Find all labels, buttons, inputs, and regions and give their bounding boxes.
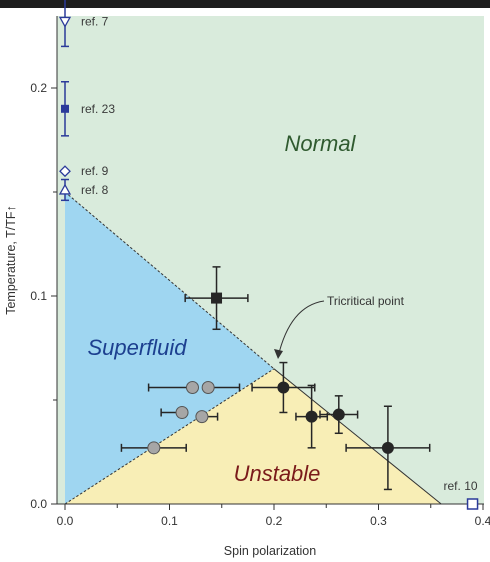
- regions-layer: [57, 16, 484, 504]
- region-label-superfluid: Superfluid: [87, 335, 187, 360]
- ref-label: ref. 23: [81, 102, 115, 116]
- region-label-unstable: Unstable: [234, 461, 321, 486]
- tricritical-arrow-line: [277, 300, 325, 358]
- region-label-normal: Normal: [285, 131, 357, 156]
- gray-data-point: [201, 381, 215, 395]
- superfluid-normal-boundary: [64, 191, 275, 370]
- x-tick-label: 0.0: [57, 514, 74, 528]
- black-square-point: [211, 292, 223, 304]
- gray-data-point: [175, 405, 189, 419]
- y-tick-label: 0.1: [30, 289, 47, 303]
- y-tick-label: 0.0: [30, 497, 47, 511]
- x-tick-label: 0.3: [370, 514, 387, 528]
- ref-label: ref. 7: [81, 14, 109, 28]
- black-data-point: [381, 441, 394, 454]
- ref-label: ref. 9: [81, 164, 109, 178]
- x-tick-label: 0.1: [161, 514, 178, 528]
- y-axis-label: Temperature, T/TF↑: [4, 205, 18, 315]
- black-data-point: [305, 410, 318, 423]
- ref-label: ref. 10: [444, 479, 478, 493]
- region-unstable: [65, 368, 442, 504]
- x-axis-label: Spin polarization: [224, 544, 316, 558]
- axes-layer: 0.0 0.1 0.2 0.3 0.4 0.0 0.1 0.2 Spin polarizatio…: [4, 16, 490, 558]
- ref-label: ref. 8: [81, 183, 109, 197]
- ref-square-open-marker: [466, 498, 479, 510]
- x-tick-label: 0.4: [475, 514, 490, 528]
- y-tick-label: 0.2: [30, 81, 47, 95]
- gray-data-point: [185, 381, 199, 395]
- gray-data-point: [147, 441, 161, 455]
- unstable-normal-boundary: [273, 368, 442, 505]
- tricritical-point-label: Tricritical point: [327, 294, 405, 308]
- black-data-point: [277, 381, 290, 394]
- data-marks-layer: [58, 0, 479, 510]
- ref-diamond-marker: [59, 165, 71, 178]
- gray-data-point: [195, 410, 209, 424]
- ref-square-filled-marker: [61, 104, 69, 113]
- ref-triangle-up-marker: [58, 183, 72, 195]
- top-dark-bar: [0, 0, 490, 8]
- region-superfluid: [65, 192, 274, 504]
- black-data-point: [332, 408, 345, 421]
- x-tick-label: 0.2: [266, 514, 283, 528]
- labels-layer: ref. 7 ref. 23 ref. 9 ref. 8 ref. 10 Normal Su…: [81, 14, 478, 493]
- ref-triangle-down-marker: [58, 16, 72, 28]
- tricritical-arrow-head: [274, 349, 283, 359]
